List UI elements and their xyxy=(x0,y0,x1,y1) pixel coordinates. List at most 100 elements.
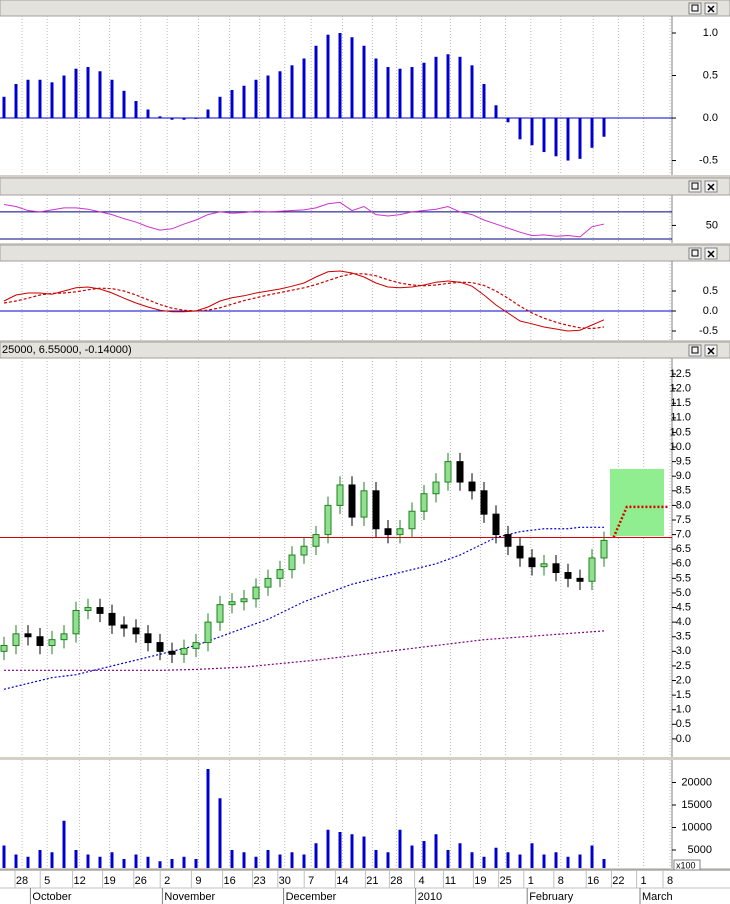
bar xyxy=(158,861,162,868)
close-icon xyxy=(707,250,715,258)
bar xyxy=(554,852,558,868)
candle-body xyxy=(288,554,296,571)
x-tick-label: 25 xyxy=(499,875,511,887)
bar xyxy=(590,845,594,868)
plot-area xyxy=(0,195,730,243)
maximize-button[interactable] xyxy=(688,180,702,193)
x-tick-label: 1 xyxy=(641,875,647,887)
candle-body xyxy=(348,484,356,518)
candle-body xyxy=(372,490,380,530)
candle-body xyxy=(540,563,548,568)
x-tick-label: 8 xyxy=(667,875,673,887)
candle-body xyxy=(360,490,368,518)
bar xyxy=(314,45,318,119)
bar xyxy=(278,71,282,119)
y-tick-label: 4.5 xyxy=(676,601,691,613)
bar xyxy=(350,834,354,868)
x-tick-label: 14 xyxy=(336,875,348,887)
x-tick-label: 23 xyxy=(253,875,265,887)
bar xyxy=(242,85,246,119)
candle-body xyxy=(444,461,452,483)
bar xyxy=(122,90,126,119)
y-tick-label: 6.0 xyxy=(676,558,691,570)
candle-body xyxy=(396,528,404,536)
bar xyxy=(290,852,294,868)
close-icon xyxy=(707,5,715,13)
bar xyxy=(590,118,594,148)
plot-area xyxy=(0,358,730,757)
bar xyxy=(38,850,42,868)
x-tick-label: 19 xyxy=(474,875,486,887)
bar xyxy=(338,33,342,119)
bar xyxy=(470,852,474,868)
y-tick-label: 5.0 xyxy=(676,587,691,599)
bar xyxy=(578,118,582,159)
unit-label: x100 xyxy=(676,860,696,870)
y-tick-label: 8.5 xyxy=(676,485,691,497)
candle-body xyxy=(144,633,152,644)
bar xyxy=(326,34,330,119)
bar xyxy=(242,852,246,868)
y-tick-label: 20000 xyxy=(681,776,712,788)
x-tick-label: 19 xyxy=(103,875,115,887)
panel-header xyxy=(0,341,730,359)
panel-header xyxy=(0,244,730,262)
candle-body xyxy=(432,481,440,495)
bar xyxy=(182,856,186,868)
candle-body xyxy=(600,539,608,559)
maximize-button[interactable] xyxy=(688,247,702,260)
candle-body xyxy=(0,645,8,652)
bar xyxy=(362,45,366,119)
bar xyxy=(602,118,606,137)
y-tick-label: 2.5 xyxy=(676,660,691,672)
candle-body xyxy=(456,461,464,483)
bar xyxy=(14,854,18,868)
month-label: October xyxy=(32,891,71,903)
bar xyxy=(2,96,6,119)
maximize-button[interactable] xyxy=(688,344,702,357)
candle-body xyxy=(336,484,344,506)
bar xyxy=(290,65,294,119)
x-tick-label: 4 xyxy=(419,875,425,887)
bar xyxy=(182,118,186,120)
candle-body xyxy=(192,642,200,649)
candle-body xyxy=(576,577,584,582)
y-tick-label: 0.5 xyxy=(703,285,718,297)
candle-body xyxy=(12,633,20,647)
bar xyxy=(566,118,570,161)
candle-body xyxy=(120,624,128,629)
bar xyxy=(122,859,126,868)
candle-body xyxy=(588,557,596,582)
candle-body xyxy=(384,528,392,536)
line-series xyxy=(3,273,605,330)
y-tick-label: 11.5 xyxy=(670,397,691,409)
bar xyxy=(458,843,462,868)
bar xyxy=(398,68,402,119)
bar xyxy=(218,96,222,119)
candle-body xyxy=(168,650,176,655)
bar xyxy=(350,37,354,119)
x-tick-label: 16 xyxy=(587,875,599,887)
x-tick-label: 21 xyxy=(366,875,378,887)
maximize-button[interactable] xyxy=(688,2,702,15)
bar xyxy=(518,854,522,868)
y-tick-label: 5000 xyxy=(688,844,712,856)
projection-line xyxy=(612,505,669,539)
x-tick-label: 28 xyxy=(390,875,402,887)
x-tick-label: 8 xyxy=(558,875,564,887)
bar xyxy=(446,54,450,119)
bar xyxy=(206,769,210,868)
y-tick-label: 3.5 xyxy=(676,631,691,643)
bar xyxy=(158,116,162,119)
bar xyxy=(266,850,270,868)
bar xyxy=(518,118,522,140)
bar xyxy=(326,829,330,868)
candle-body xyxy=(552,563,560,574)
bar xyxy=(2,845,6,868)
candle-body xyxy=(180,647,188,655)
y-tick-label: 10.0 xyxy=(670,441,691,453)
bar xyxy=(386,852,390,868)
y-tick-label: 0.0 xyxy=(703,305,718,317)
bar xyxy=(26,79,30,119)
candle-body xyxy=(408,510,416,530)
